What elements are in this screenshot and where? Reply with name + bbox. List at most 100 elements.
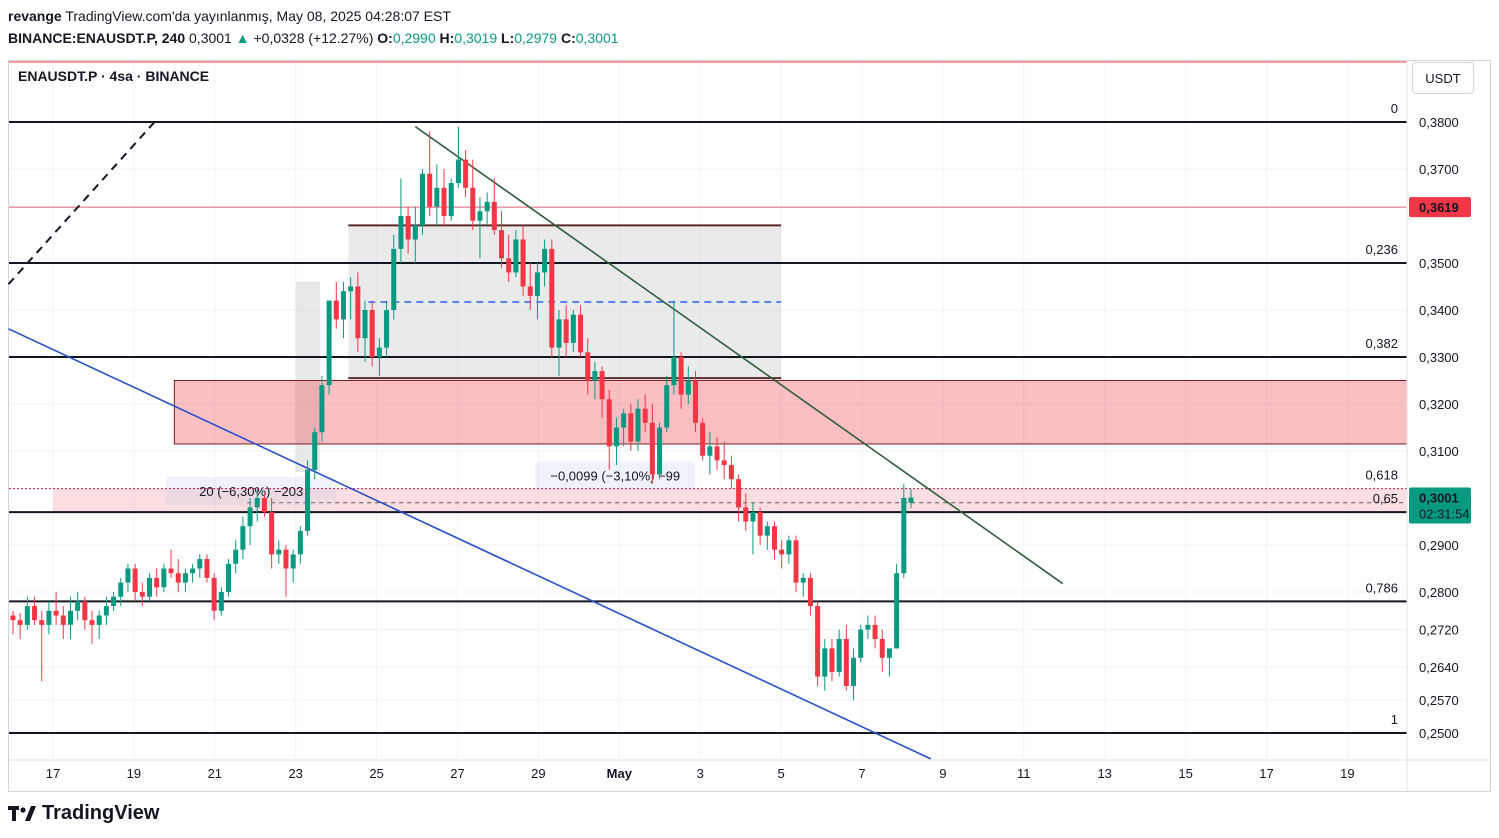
candle-body [858, 629, 864, 658]
candle-body [664, 385, 670, 428]
fib-level-label: 0,65 [1373, 491, 1398, 506]
candle-body [879, 639, 885, 658]
time-tick-label: 15 [1178, 766, 1192, 781]
candle-body [118, 582, 124, 597]
candle-body [441, 187, 447, 216]
price-tick-label: 0,2720 [1419, 623, 1459, 638]
candle-body [168, 568, 174, 574]
price-tick-label: 0,3200 [1419, 397, 1459, 412]
candle-body [139, 592, 145, 597]
candle-body [836, 639, 842, 672]
candle-body [326, 300, 332, 386]
chart-frame[interactable] [8, 60, 1491, 792]
price-badge [1409, 487, 1471, 524]
price-tick-label: 0,2570 [1419, 693, 1459, 708]
candle-body [542, 248, 548, 273]
candle-body [707, 446, 713, 456]
candle-body [333, 300, 339, 320]
price-change: +0,0328 (+12.27%) [253, 30, 374, 46]
candle-body [276, 549, 282, 555]
fib-level-label: 0,618 [1365, 468, 1398, 483]
candle-body [692, 380, 698, 423]
candle-body [628, 413, 634, 442]
candle-body [161, 568, 167, 588]
candle-body [211, 577, 217, 611]
candle-body [376, 347, 382, 357]
time-tick-label: 9 [939, 766, 946, 781]
candle-body [613, 427, 619, 447]
candle-body [82, 601, 88, 621]
candle-body [226, 563, 232, 592]
candle-body [649, 422, 655, 475]
candle-body [534, 272, 540, 296]
candle-body [362, 310, 368, 339]
brand-name: TradingView [42, 802, 160, 824]
candle-body [793, 540, 799, 583]
countdown-label: 02:31:54 [1419, 507, 1470, 522]
candle-body [908, 497, 914, 503]
candle-body [843, 639, 849, 686]
candle-body [67, 610, 73, 625]
candle-body [578, 314, 584, 353]
candle-body [297, 530, 303, 555]
blue-channel-trendline [8, 328, 932, 760]
candle-body [700, 422, 706, 456]
tradingview-brand[interactable]: TradingView [8, 802, 159, 825]
price-tick-label: 0,3100 [1419, 444, 1459, 459]
candle-body [678, 357, 684, 395]
price-tick-label: 0,2500 [1419, 726, 1459, 741]
candle-body [391, 248, 397, 310]
candle-body [901, 498, 907, 574]
green-down-trendline [414, 126, 1064, 585]
tradingview-logo-icon [8, 805, 36, 821]
symbol-ohlc-line: BINANCE:ENAUSDT.P, 240 0,3001 ▲ +0,0328 … [8, 30, 619, 46]
price-tick-label: 0,2800 [1419, 585, 1459, 600]
time-tick-label: 27 [450, 766, 464, 781]
candle-body [736, 479, 742, 508]
candle-body [549, 248, 555, 348]
candle-body [491, 201, 497, 231]
author-name[interactable]: revange [8, 8, 62, 24]
price-tick-label: 0,3700 [1419, 162, 1459, 177]
candle-body [53, 610, 59, 616]
candle-body [24, 606, 30, 625]
close-value: 0,3001 [575, 30, 619, 46]
time-tick-label: 19 [127, 766, 141, 781]
candle-body [642, 408, 648, 423]
candle-body [865, 624, 871, 630]
candle-body [592, 371, 598, 381]
publish-info: TradingView.com'da yayınlanmış, May 08, … [65, 8, 451, 24]
time-tick-label: 17 [1259, 766, 1273, 781]
candle-body [103, 606, 109, 616]
supply-zone [173, 380, 1408, 445]
candle-body [10, 615, 16, 621]
candle-body [247, 507, 253, 527]
candle-body [261, 498, 267, 513]
currency-unit-button[interactable]: USDT [1412, 62, 1474, 94]
candle-body [182, 573, 188, 583]
fib-level-label: 0,382 [1365, 336, 1398, 351]
time-tick-label: 3 [697, 766, 704, 781]
time-tick-label: 13 [1097, 766, 1111, 781]
candle-body [851, 657, 857, 686]
publish-header: revange TradingView.com'da yayınlanmış, … [8, 8, 451, 24]
candle-body [197, 559, 203, 569]
measure-label-box [166, 476, 337, 505]
candle-body [484, 201, 490, 212]
last-price: 0,3001 [189, 30, 232, 46]
candle-body [254, 498, 260, 508]
open-value: 0,2990 [392, 30, 436, 46]
measure-label: 20 (−6,30%) −203 [199, 484, 303, 499]
candle-body [89, 620, 95, 625]
candle-body [405, 216, 411, 240]
candle-body [175, 573, 181, 583]
candle-body [807, 577, 813, 607]
candle-body [190, 568, 196, 574]
candle-body [585, 352, 591, 381]
candle-body [743, 507, 749, 522]
candle-body [32, 606, 38, 621]
fib-level-label: 0,786 [1365, 580, 1398, 595]
candle-body [348, 286, 354, 292]
candle-body [520, 239, 526, 287]
